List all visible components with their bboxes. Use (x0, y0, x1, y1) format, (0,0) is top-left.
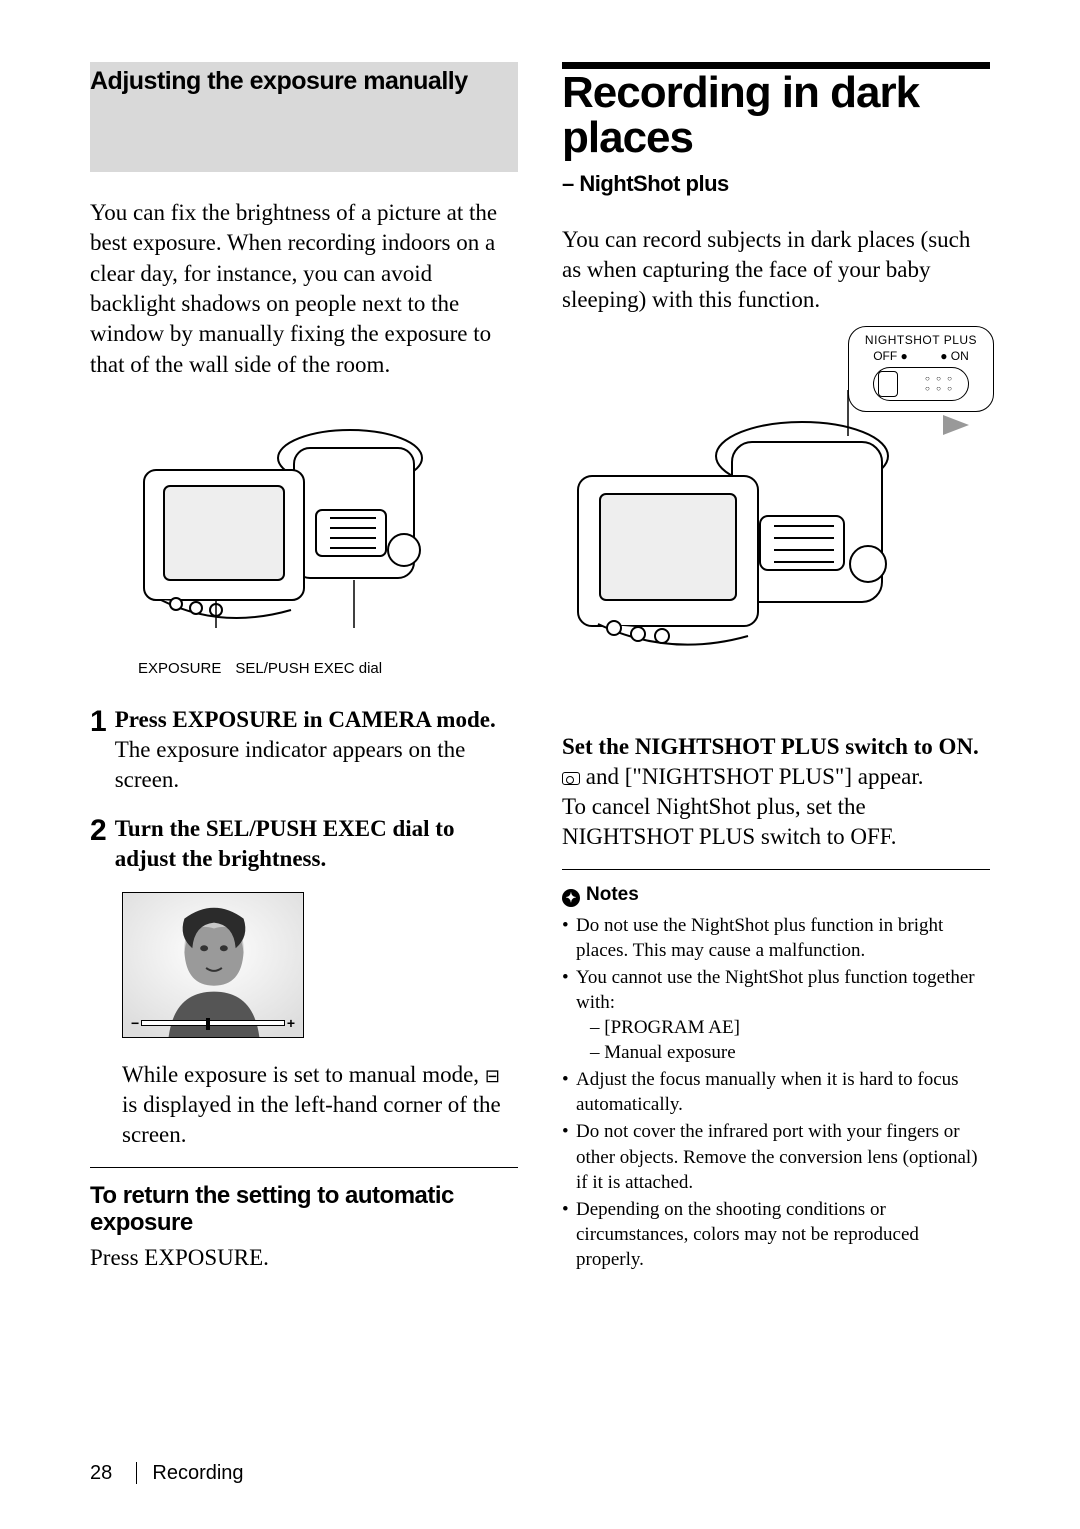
page-number: 28 (90, 1462, 112, 1484)
section-name: Recording (152, 1462, 243, 1484)
arrow-right-icon (943, 415, 969, 435)
right-intro: You can record subjects in dark places (… (562, 225, 990, 316)
section-heading: Adjusting the exposure manually (90, 68, 468, 96)
exposure-mode-icon: ⊟ (485, 1066, 498, 1086)
figure-caption: EXPOSURE SEL/PUSH EXEC dial (90, 660, 518, 677)
camcorder-icon (554, 366, 934, 726)
step-number: 2 (90, 816, 107, 846)
right-column: Recording in dark places – NightShot plu… (562, 62, 990, 1293)
caption-exposure: EXPOSURE (138, 660, 221, 677)
camera-illustration-left (90, 400, 518, 640)
notes-list: Do not use the NightShot plus function i… (562, 913, 990, 1272)
note-sub-item: [PROGRAM AE] (590, 1015, 990, 1040)
page-footer: 28 Recording (90, 1462, 244, 1485)
note-item: You cannot use the NightShot plus functi… (562, 965, 990, 1065)
main-title: Recording in dark places (562, 71, 990, 161)
switch-icon: ○ ○ ○○ ○ ○ (873, 367, 969, 401)
switch-on-label: ON (951, 349, 969, 363)
set-switch-title: Set the NIGHTSHOT PLUS switch to ON. (562, 732, 990, 762)
note-item: Do not cover the infrared port with your… (562, 1119, 990, 1194)
step-2-after-text: While exposure is set to manual mode, ⊟ … (90, 1060, 518, 1151)
subsection-heading: To return the setting to automatic expos… (90, 1182, 518, 1237)
step-2-title: Turn the SEL/PUSH EXEC dial to adjust th… (115, 814, 518, 874)
note-item: Depending on the shooting conditions or … (562, 1197, 990, 1272)
note-sub-item: Manual exposure (590, 1040, 990, 1065)
exposure-preview-screen: − + (122, 892, 304, 1038)
nightshot-switch-callout: NIGHTSHOT PLUS OFF ● ● ON ○ ○ ○○ ○ ○ (848, 326, 994, 412)
divider (90, 1167, 518, 1168)
portrait-icon (123, 893, 303, 1037)
step-1-text: The exposure indicator appears on the sc… (115, 735, 518, 796)
set-switch-body: and ["NIGHTSHOT PLUS"] appear. To cancel… (562, 762, 990, 853)
step-2: 2 Turn the SEL/PUSH EXEC dial to adjust … (90, 814, 518, 874)
note-item: Adjust the focus manually when it is har… (562, 1067, 990, 1117)
left-column: Adjusting the exposure manually You can … (90, 62, 518, 1293)
notes-icon: ✦ (562, 889, 580, 907)
notes-heading: ✦Notes (562, 884, 990, 907)
camcorder-icon (106, 400, 446, 640)
subsection-text: Press EXPOSURE. (90, 1243, 518, 1273)
switch-off-label: OFF (873, 349, 897, 363)
record-mode-icon (562, 772, 580, 785)
divider (562, 869, 990, 870)
subtitle: – NightShot plus (562, 171, 990, 197)
camera-illustration-right: NIGHTSHOT PLUS OFF ● ● ON ○ ○ ○○ ○ ○ (562, 336, 990, 726)
caption-dial: SEL/PUSH EXEC dial (235, 660, 382, 677)
exposure-bar: − + (131, 1017, 295, 1029)
switch-title: NIGHTSHOT PLUS (857, 333, 985, 347)
section-heading-bar: Adjusting the exposure manually (90, 62, 518, 172)
intro-paragraph: You can fix the brightness of a picture … (90, 198, 518, 380)
note-item: Do not use the NightShot plus function i… (562, 913, 990, 963)
step-1-title: Press EXPOSURE in CAMERA mode. (115, 705, 518, 735)
step-1: 1 Press EXPOSURE in CAMERA mode. The exp… (90, 705, 518, 796)
step-number: 1 (90, 707, 107, 737)
